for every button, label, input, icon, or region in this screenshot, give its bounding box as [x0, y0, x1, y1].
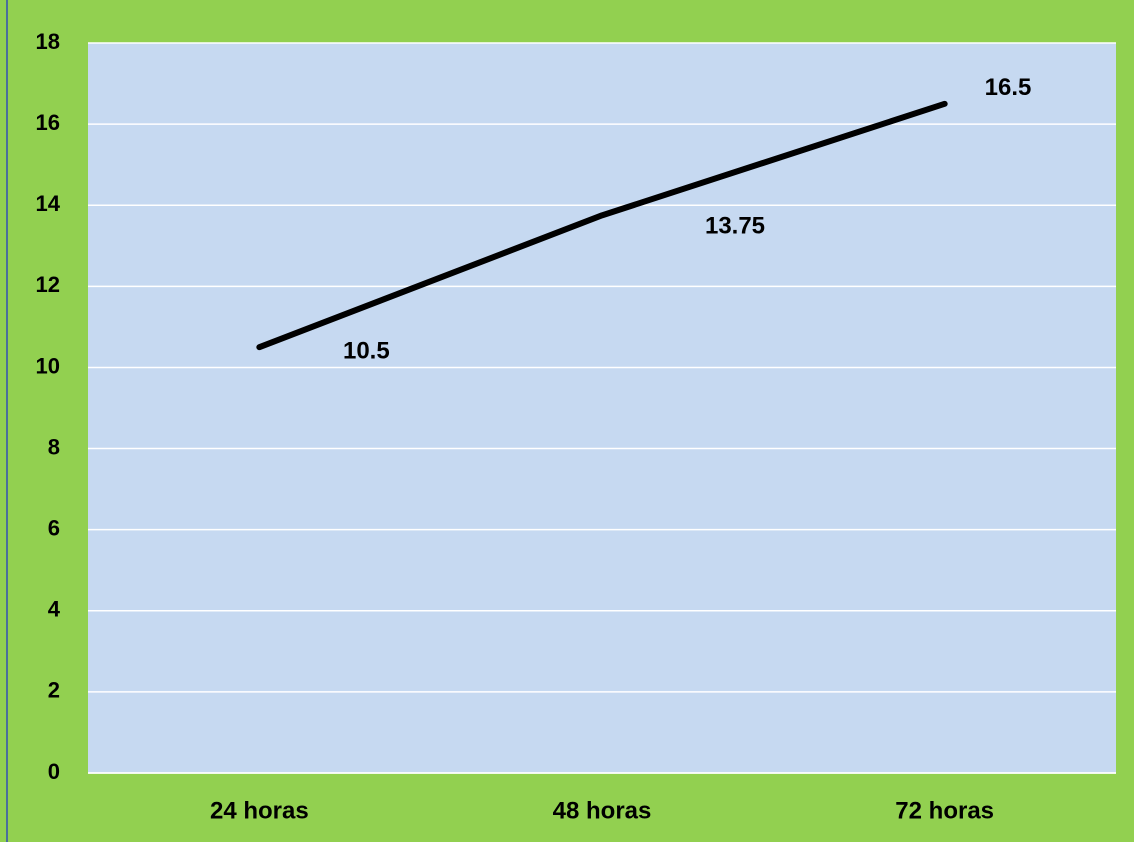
data-line — [256, 100, 948, 351]
y-tick-label: 16 — [36, 110, 60, 135]
y-tick-label: 14 — [36, 191, 61, 216]
data-label: 16.5 — [985, 74, 1032, 101]
y-tick-label: 10 — [36, 353, 60, 378]
y-tick-label: 18 — [36, 29, 60, 54]
x-tick-label: 72 horas — [895, 797, 994, 824]
data-label: 10.5 — [343, 338, 390, 365]
x-tick-label: 24 horas — [210, 797, 309, 824]
y-tick-label: 12 — [36, 272, 60, 297]
y-tick-label: 0 — [48, 759, 60, 784]
y-tick-label: 2 — [48, 678, 60, 703]
x-tick-label: 48 horas — [553, 797, 652, 824]
y-tick-label: 6 — [48, 515, 60, 540]
data-label: 13.75 — [705, 213, 765, 240]
y-tick-label: 8 — [48, 434, 60, 459]
plot-area — [88, 43, 1116, 773]
y-tick-label: 4 — [48, 597, 61, 622]
